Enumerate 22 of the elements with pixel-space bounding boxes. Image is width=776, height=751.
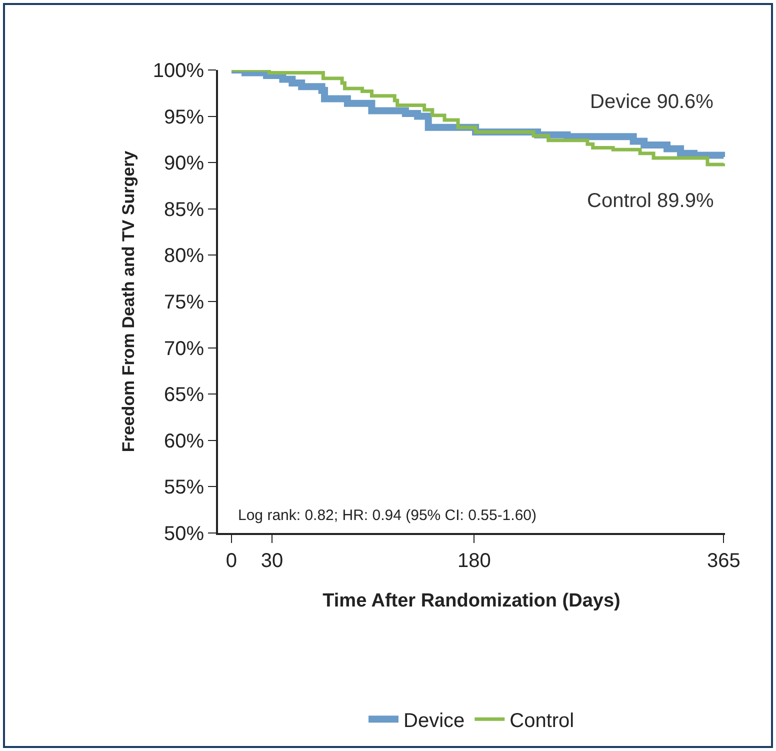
- x-tick-label: 30: [260, 550, 284, 572]
- y-tick-label: 65%: [164, 384, 204, 406]
- legend-label: Control: [510, 710, 574, 732]
- annotation: Device 90.6%: [590, 91, 714, 113]
- y-axis-title: Freedom From Death and TV Surgery: [118, 150, 138, 452]
- y-tick-label: 95%: [164, 106, 204, 128]
- y-tick-label: 80%: [164, 245, 204, 268]
- x-tick-label: 365: [706, 550, 740, 572]
- y-tick-label: 85%: [164, 198, 204, 221]
- x-axis-title: Time After Randomization (Days): [322, 590, 620, 612]
- y-tick-label: 60%: [164, 430, 204, 452]
- x-tick-label: 180: [458, 550, 491, 572]
- legend-label: Device: [404, 710, 465, 732]
- y-tick-label: 100%: [152, 60, 204, 82]
- annotation: Log rank: 0.82; HR: 0.94 (95% CI: 0.55-1.60): [238, 507, 537, 524]
- y-tick-label: 90%: [164, 152, 204, 175]
- y-tick-label: 55%: [164, 476, 204, 499]
- y-tick-label: 50%: [164, 523, 204, 545]
- x-tick-label: 0: [226, 550, 238, 572]
- y-tick-label: 70%: [164, 338, 204, 360]
- annotation: Control 89.9%: [587, 190, 714, 212]
- y-tick-label: 75%: [164, 292, 204, 314]
